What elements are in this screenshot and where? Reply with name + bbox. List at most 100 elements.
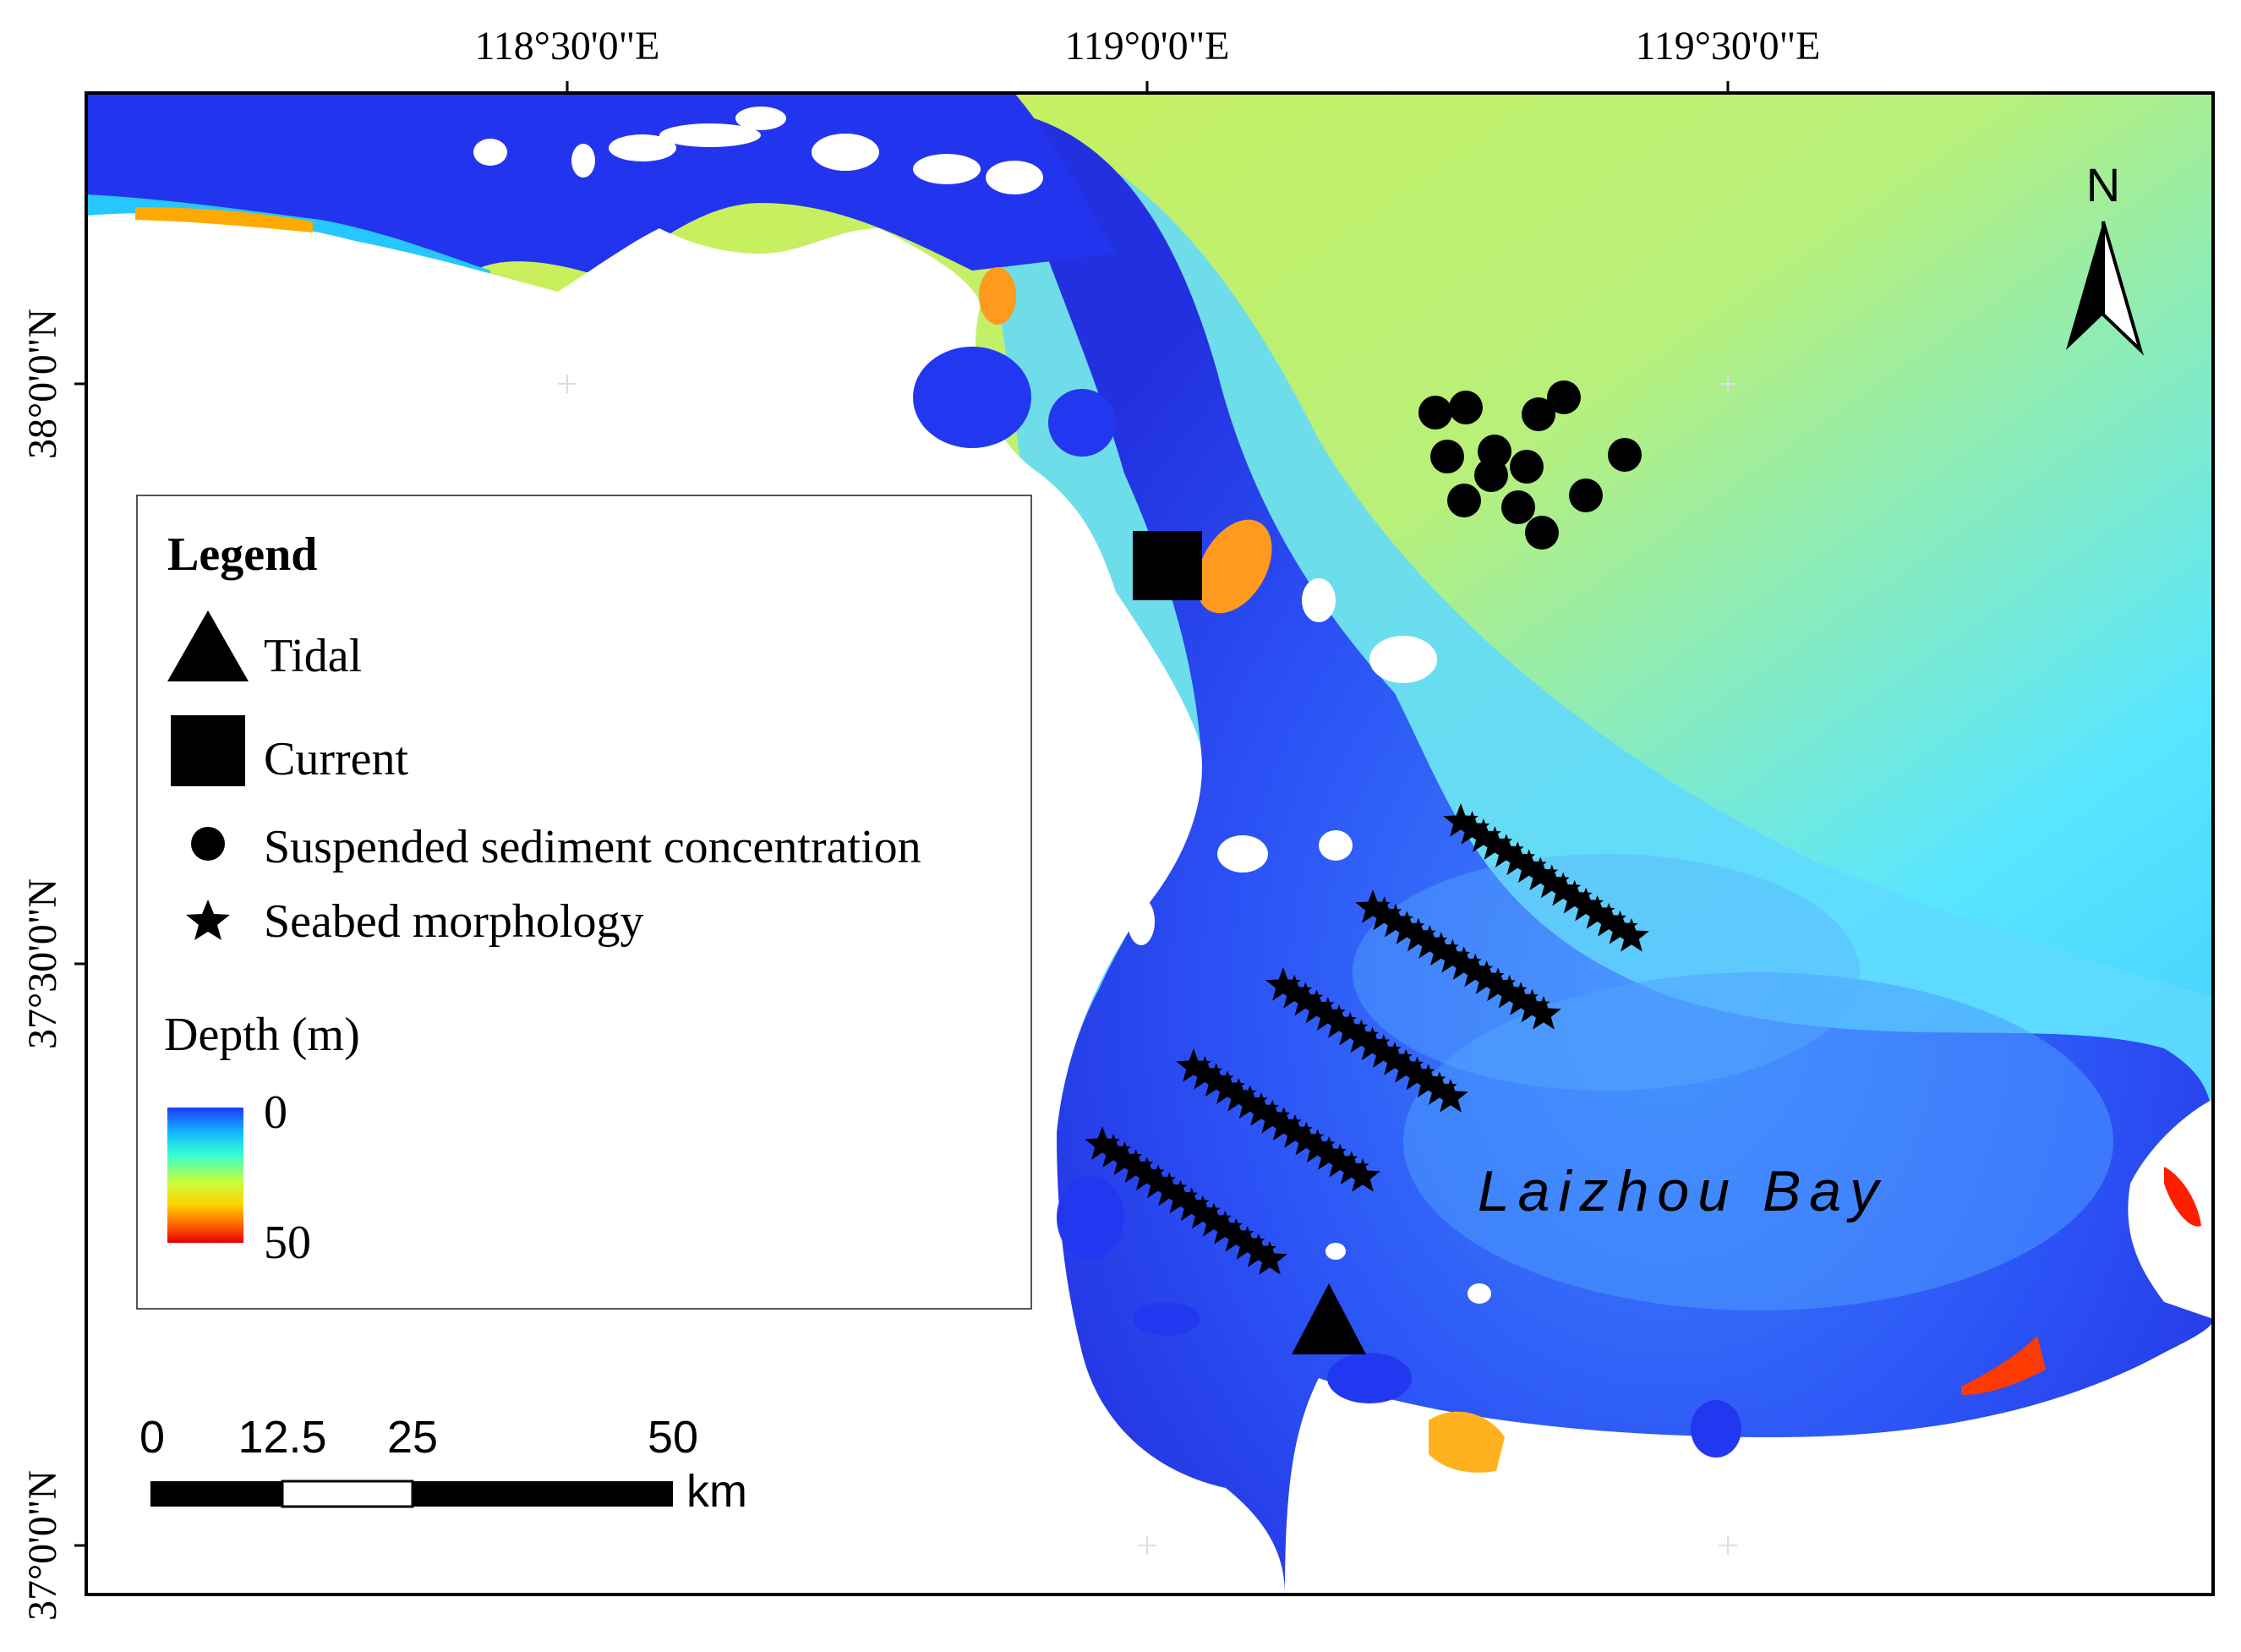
seabed-morphology-star (1410, 1064, 1446, 1098)
transect-line (1176, 1048, 1380, 1192)
ssc-point (1569, 479, 1603, 512)
seabed-morphology-star (1388, 1048, 1424, 1083)
seabed-morphology-star (1526, 996, 1561, 1030)
legend: Legend Tidal Current Suspended sediment … (136, 495, 1032, 1310)
seabed-morphology-star (1276, 974, 1313, 1009)
scale-tick-label: 50 (648, 1412, 698, 1463)
seabed-morphology-star (1503, 982, 1539, 1015)
seabed-morphology-star (1140, 1164, 1176, 1199)
seabed-morphology-star (1378, 903, 1413, 938)
seabed-morphology-star (1129, 1157, 1165, 1191)
hot-patch-north-coast (135, 207, 313, 232)
hot-patch-delta (979, 267, 1016, 325)
land-east-coast (2128, 1099, 2213, 1319)
seabed-morphology-star (1365, 1034, 1402, 1068)
seabed-morphology-star (1265, 967, 1301, 1001)
transect-line (1085, 1126, 1287, 1275)
seabed-morphology-star (1377, 1042, 1413, 1075)
scale-unit: km (686, 1466, 747, 1517)
map-frame (85, 91, 2215, 1596)
seabed-morphology-star (1321, 1004, 1357, 1038)
seabed-morphology-star (1355, 889, 1391, 923)
seabed-morphology-star (1218, 1217, 1254, 1252)
seabed-morphology-star (1299, 1129, 1336, 1163)
scale-bar: 0 12.5 25 50 km (139, 1412, 747, 1517)
ssc-point (1608, 438, 1642, 472)
seabed-morphology-star (1311, 1136, 1347, 1170)
seabed-morphology-star (1252, 1241, 1287, 1275)
seabed-morphology-star (1333, 1151, 1369, 1185)
seabed-morphology-star (1433, 1079, 1468, 1113)
seabed-morphology-star (1466, 818, 1501, 852)
seabed-morphology-star (1412, 925, 1448, 959)
seabed-morphology-star (1221, 1077, 1257, 1112)
tidal-station-marker (1292, 1283, 1366, 1354)
scale-tick-label: 12.5 (238, 1412, 326, 1463)
lat-label-1: 38°0'0"N (20, 309, 65, 459)
scale-tick-label: 0 (139, 1412, 165, 1463)
nearshore-water-specks (913, 347, 1741, 1458)
seabed-morphology-star (1514, 988, 1550, 1023)
seabed-morphology-star (1545, 872, 1582, 906)
graticule-crosses (558, 375, 1737, 1555)
legend-star-icon (186, 900, 230, 940)
ssc-point (1525, 516, 1559, 550)
scale-tick-label: 25 (387, 1412, 438, 1463)
seabed-morphology-star (1366, 896, 1402, 931)
transect-line (1443, 803, 1649, 952)
seabed-morphology-star (1277, 1114, 1313, 1148)
legend-square-icon (171, 715, 245, 786)
seabed-morphology-star (1287, 982, 1324, 1016)
seabed-morphology-star (1435, 938, 1471, 973)
seabed-morphology-star (1579, 894, 1615, 929)
legend-depth-max: 50 (264, 1217, 311, 1269)
seabed-morphology-star (1322, 1143, 1358, 1178)
lon-label-1: 118°30'0"E (475, 24, 660, 68)
seabed-morphology-star (1118, 1149, 1154, 1183)
seabed-morphology-star (1421, 1071, 1457, 1105)
seabed-morphology-star (1309, 997, 1346, 1031)
seabed-morphology-star (1232, 1085, 1268, 1119)
ssc-point (1501, 490, 1535, 524)
legend-label-current: Current (264, 733, 409, 785)
seabed-morphology-star (1423, 932, 1459, 966)
seabed-morphology-star (1096, 1134, 1132, 1168)
seabed-morphology-star (1240, 1233, 1276, 1267)
seabed-morphology-star (1288, 1121, 1325, 1156)
legend-box (136, 495, 1032, 1310)
seabed-morphology-transects (1085, 803, 1649, 1275)
hot-patch-current (1196, 519, 1272, 614)
seabed-morphology-star (1162, 1179, 1199, 1214)
seabed-morphology-star (1614, 918, 1649, 952)
seabed-morphology-star (1443, 803, 1479, 837)
seabed-morphology-star (1187, 1055, 1223, 1090)
seabed-morphology-star (1400, 917, 1436, 952)
seabed-morphology-star (1591, 902, 1626, 937)
seabed-morphology-star (1477, 826, 1513, 860)
seabed-morphology-star (1354, 1026, 1391, 1061)
transect-line (1265, 967, 1468, 1113)
bay-core (1403, 972, 2113, 1310)
seabed-morphology-star (1500, 841, 1536, 876)
ssc-point (1547, 380, 1581, 414)
north-arrow: N (2066, 158, 2144, 356)
north-arrow-right-half (2102, 221, 2144, 356)
ssc-point (1449, 391, 1483, 424)
lon-label-2: 119°0'0"E (1065, 24, 1230, 68)
ssc-point (1522, 397, 1555, 431)
current-station-marker (1133, 531, 1202, 600)
seabed-morphology-star (1457, 953, 1494, 987)
seabed-morphology-star (1229, 1225, 1265, 1260)
seabed-morphology-star (1491, 974, 1528, 1009)
seabed-morphology-star (1254, 1099, 1291, 1134)
seabed-morphology-star (1210, 1070, 1245, 1104)
seabed-morphology-star (1533, 864, 1570, 899)
legend-depth-min: 0 (264, 1086, 287, 1139)
seabed-morphology-star (1399, 1056, 1435, 1091)
place-label-laizhou-bay: Laizhou Bay (1478, 1159, 1887, 1223)
seabed-morphology-star (1446, 946, 1482, 980)
seabed-morphology-star (1265, 1107, 1302, 1141)
seabed-morphology-star (1107, 1141, 1143, 1175)
legend-label-tidal: Tidal (264, 630, 362, 682)
